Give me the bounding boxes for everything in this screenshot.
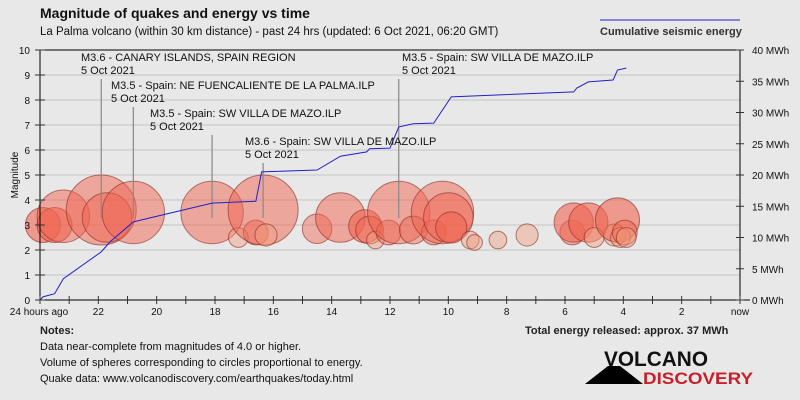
annotation-date: 5 Oct 2021	[245, 149, 299, 161]
quake-circle	[515, 223, 539, 247]
note-line: Volume of spheres corresponding to circl…	[40, 357, 363, 369]
x-tick-label: 20	[151, 307, 163, 318]
quake-circle	[254, 223, 278, 247]
y-tick-label: 1	[24, 271, 30, 282]
logo: VOLCANO DISCOVERY	[585, 348, 754, 388]
annotation-label: M3.5 - Spain: SW VILLA DE MAZO.ILP	[150, 108, 342, 120]
y-tick-label: 5	[24, 171, 30, 182]
x-tick-label: 2	[679, 307, 685, 318]
annotation-label: M3.6 - CANARY ISLANDS, SPAIN REGION	[81, 52, 296, 64]
x-tick-label: 6	[562, 307, 568, 318]
quake-circle	[435, 211, 468, 244]
x-tick-label: 24 hours ago	[10, 307, 69, 318]
y2-tick-label: 25 MWh	[752, 140, 789, 151]
annotation-label: M3.5 - Spain: SW VILLA DE MAZO.ILP	[402, 52, 594, 64]
annotation-date: 5 Oct 2021	[111, 93, 165, 105]
notes-heading: Notes:	[40, 325, 75, 337]
x-tick-label: now	[731, 307, 750, 318]
y2-tick-label: 20 MWh	[752, 171, 789, 182]
note-line: Quake data: www.volcanodiscovery.com/ear…	[40, 373, 354, 385]
y2-tick-label: 35 MWh	[752, 77, 789, 88]
y-tick-label: 0	[24, 296, 30, 307]
y2-tick-label: 10 MWh	[752, 234, 789, 245]
x-tick-label: 14	[326, 307, 338, 318]
annotation-date: 5 Oct 2021	[402, 65, 456, 77]
x-tick-label: 10	[443, 307, 455, 318]
x-tick-label: 22	[93, 307, 105, 318]
y-tick-label: 10	[19, 46, 31, 57]
y-tick-label: 6	[24, 146, 30, 157]
annotation-date: 5 Oct 2021	[150, 121, 204, 133]
quake-circle	[611, 219, 638, 246]
x-tick-label: 8	[504, 307, 510, 318]
annotation-label: M3.5 - Spain: NE FUENCALIENTE DE LA PALM…	[111, 80, 375, 92]
quake-circle	[466, 234, 483, 251]
legend-label: Cumulative seismic energy	[600, 26, 742, 38]
quake-circle	[610, 227, 631, 248]
annotation-label: M3.6 - Spain: SW VILLA DE MAZO.ILP	[245, 136, 437, 148]
note-line: Data near-complete from magnitudes of 4.…	[40, 341, 302, 353]
y2-tick-label: 0 MWh	[752, 296, 784, 307]
y-tick-label: 7	[24, 121, 30, 132]
x-tick-label: 16	[268, 307, 280, 318]
x-tick-label: 12	[384, 307, 396, 318]
y-tick-label: 2	[24, 246, 30, 257]
y2-tick-label: 40 MWh	[752, 46, 789, 57]
volcano-logo-icon	[585, 366, 643, 384]
y-tick-label: 8	[24, 96, 30, 107]
energy-line	[39, 67, 627, 301]
y2-tick-label: 5 MWh	[752, 265, 784, 276]
x-tick-label: 18	[209, 307, 221, 318]
logo-text-2: DISCOVERY	[643, 369, 754, 388]
y2-tick-label: 30 MWh	[752, 109, 789, 120]
quake-circle	[615, 227, 637, 248]
y-tick-label: 9	[24, 71, 30, 82]
x-tick-label: 4	[621, 307, 627, 318]
y-axis-label: Magnitude	[10, 151, 21, 198]
chart-title: Magnitude of quakes and energy vs time	[40, 5, 310, 21]
annotation-date: 5 Oct 2021	[81, 65, 135, 77]
quake-circle	[488, 230, 508, 250]
y-tick-label: 3	[24, 221, 30, 232]
y2-tick-label: 15 MWh	[752, 202, 789, 213]
logo-text-1: VOLCANO	[604, 348, 708, 371]
total-energy: Total energy released: approx. 37 MWh	[525, 325, 729, 337]
chart-subtitle: La Palma volcano (within 30 km distance)…	[40, 26, 499, 38]
y-tick-label: 4	[24, 196, 30, 207]
